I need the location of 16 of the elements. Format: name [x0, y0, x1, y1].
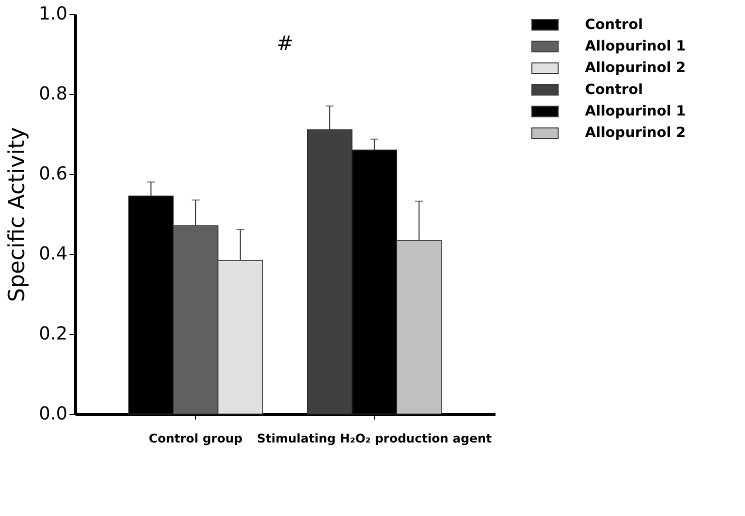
- y-tick-label: 1.0: [38, 4, 68, 24]
- y-tick-label: 0.8: [38, 84, 68, 104]
- legend-label: Control: [585, 82, 643, 98]
- legend-label: Control: [585, 16, 643, 33]
- y-tick-label: 0.6: [38, 164, 68, 184]
- legend-label: Allopurinol 2: [585, 60, 686, 76]
- x-tick-label: Stimulating H₂O₂ production agent: [256, 432, 492, 446]
- y-tick-label: 0.4: [38, 244, 68, 264]
- annotation: #: [276, 31, 294, 55]
- x-tick-label: Control group: [148, 432, 243, 446]
- legend-label: Allopurinol 1: [585, 104, 686, 120]
- y-axis-title: Specific Activity: [4, 127, 30, 302]
- y-tick-label: 0.2: [38, 324, 68, 344]
- y-tick-label: 0.0: [38, 404, 68, 424]
- legend-label: Allopurinol 2: [585, 125, 686, 142]
- legend-label: Allopurinol 1: [585, 38, 686, 54]
